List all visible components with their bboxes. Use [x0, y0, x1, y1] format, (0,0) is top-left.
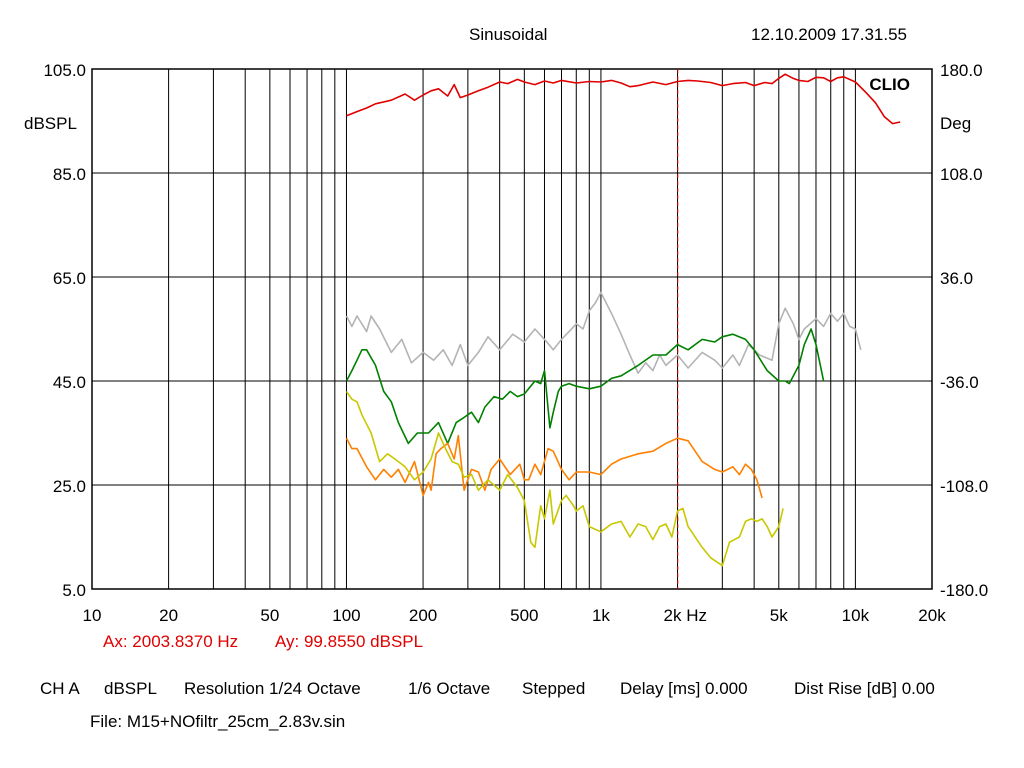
- x-tick-label: 200: [409, 606, 437, 625]
- dist-rise-label: Dist Rise [dB] 0.00: [794, 679, 935, 698]
- y2-tick-label: -180.0: [940, 581, 988, 600]
- smoothing-label: 1/6 Octave: [408, 679, 491, 698]
- y2-axis-label: Deg: [940, 114, 971, 133]
- x-tick-label: 20k: [918, 606, 946, 625]
- delay-label: Delay [ms] 0.000: [620, 679, 748, 698]
- y2-tick-label: -36.0: [940, 373, 979, 392]
- cursor-y-readout: Ay: 99.8550 dBSPL: [275, 632, 424, 651]
- series-line-green: [345, 328, 825, 445]
- y2-tick-label: -108.0: [940, 477, 988, 496]
- y-tick-label: 105.0: [43, 61, 86, 80]
- x-tick-label: 50: [260, 606, 279, 625]
- timestamp: 12.10.2009 17.31.55: [751, 25, 907, 44]
- y2-tick-label: 36.0: [940, 269, 973, 288]
- y-axis-label: dBSPL: [24, 114, 77, 133]
- series-line-orange: [345, 434, 763, 499]
- clio-logo: CLIO: [869, 75, 910, 94]
- series-line-yellow: [345, 390, 784, 567]
- resolution-label: Resolution 1/24 Octave: [184, 679, 361, 698]
- x-tick-label: 10k: [842, 606, 870, 625]
- x-tick-label: 2k Hz: [664, 606, 707, 625]
- x-tick-label: 1k: [592, 606, 610, 625]
- x-tick-label: 100: [332, 606, 360, 625]
- y2-tick-label: 108.0: [940, 165, 983, 184]
- mode-label: Stepped: [522, 679, 586, 698]
- y-tick-label: 85.0: [53, 165, 86, 184]
- cursor-x-readout: Ax: 2003.8370 Hz: [103, 632, 239, 651]
- series-line-fundamental: [346, 73, 901, 125]
- y-tick-label: 65.0: [53, 269, 86, 288]
- y-tick-label: 5.0: [62, 581, 86, 600]
- x-tick-label: 500: [510, 606, 538, 625]
- x-tick-label: 5k: [770, 606, 788, 625]
- y2-tick-label: 180.0: [940, 61, 983, 80]
- chart-title: Sinusoidal: [469, 25, 548, 44]
- unit-label: dBSPL: [104, 679, 157, 698]
- y-tick-label: 25.0: [53, 477, 86, 496]
- x-tick-label: 10: [83, 606, 102, 625]
- series-line-grey: [345, 291, 862, 375]
- file-label: File: M15+NOfiltr_25cm_2.83v.sin: [90, 712, 346, 731]
- y-tick-label: 45.0: [53, 373, 86, 392]
- x-tick-label: 20: [159, 606, 178, 625]
- channel-label: CH A: [40, 679, 80, 698]
- plot-frame: [91, 68, 933, 590]
